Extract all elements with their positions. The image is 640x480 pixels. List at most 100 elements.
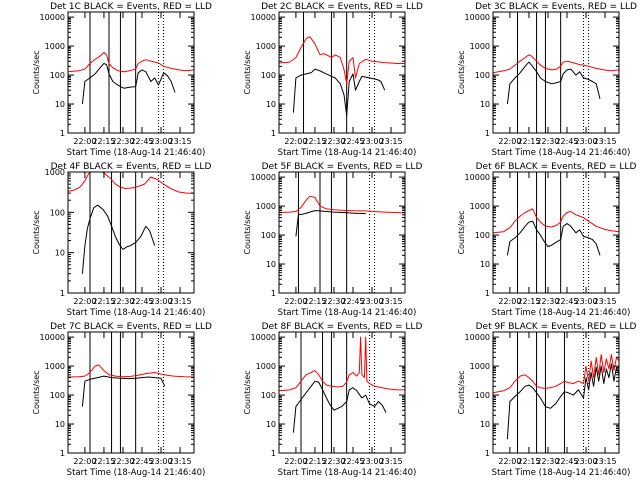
xtick-label: 23:15 (380, 137, 403, 146)
xtick-label: 23:00 (360, 297, 383, 306)
panel-title: Det 6F BLACK = Events, RED = LLD (476, 162, 637, 172)
series-line-events (81, 204, 156, 274)
xtick-label: 22:15 (92, 297, 115, 306)
xtick-label: 23:00 (149, 297, 172, 306)
panel-det-1: Det 1C BLACK = Events, RED = LLD 1 10 100 10… (32, 2, 212, 158)
ytick-label: 1 (60, 289, 65, 298)
plot-frame (278, 331, 406, 454)
xtick-label: 22:45 (341, 297, 364, 306)
ytick-label: 100 (261, 71, 276, 80)
xtick-label: 22:30 (322, 137, 345, 146)
xtick-label: 22:15 (92, 457, 115, 466)
series-line-events (81, 63, 176, 105)
ytick-label: 100 (261, 391, 276, 400)
panel-det-9: Det 9F BLACK = Events, RED = LLD 1 10 100 10… (457, 322, 636, 478)
xtick-label: 22:00 (73, 457, 96, 466)
series-line-events (292, 380, 387, 433)
xtick-label: 22:30 (536, 297, 559, 306)
xtick-label: 22:30 (322, 457, 345, 466)
series-line-events (292, 68, 386, 117)
xtick-label: 22:00 (284, 457, 307, 466)
xtick-label: 22:00 (73, 297, 96, 306)
xtick-label: 22:00 (284, 137, 307, 146)
x-axis-label: Start Time (18-Aug-14 21:46:40) (67, 148, 206, 158)
series-line-lld (278, 36, 405, 85)
series-line-lld (67, 364, 195, 378)
xtick-label: 23:15 (169, 137, 192, 146)
xtick-label: 22:15 (92, 137, 115, 146)
xtick-label: 23:00 (574, 297, 597, 306)
panel-title: Det 9F BLACK = Events, RED = LLD (476, 322, 637, 332)
xtick-label: 22:45 (555, 137, 578, 146)
xtick-label: 23:15 (594, 137, 617, 146)
xtick-label: 22:45 (341, 457, 364, 466)
ytick-label: 1000 (470, 42, 490, 51)
series-line-lld (492, 354, 620, 394)
x-axis-label: Start Time (18-Aug-14 21:46:40) (278, 148, 417, 158)
xtick-label: 22:45 (130, 457, 153, 466)
panel-title: Det 3C BLACK = Events, RED = LLD (475, 2, 637, 12)
plot-frame (67, 171, 195, 294)
plot-frame (492, 11, 620, 134)
xtick-label: 23:15 (594, 457, 617, 466)
ytick-label: 100 (261, 231, 276, 240)
ytick-label: 100 (50, 208, 65, 217)
xtick-label: 22:15 (303, 137, 326, 146)
ytick-label: 10 (55, 249, 65, 258)
series-line-events (506, 61, 601, 105)
y-axis-label: Counts/sec (243, 210, 252, 254)
series-line-events (81, 375, 166, 407)
ytick-label: 1000 (256, 202, 276, 211)
panel-title: Det 4F BLACK = Events, RED = LLD (51, 162, 212, 172)
x-axis-label: Start Time (18-Aug-14 21:46:40) (67, 308, 206, 318)
ytick-label: 10000 (251, 333, 276, 342)
ytick-label: 1000 (45, 168, 65, 177)
xtick-label: 22:30 (111, 297, 134, 306)
xtick-label: 22:45 (130, 297, 153, 306)
xtick-label: 22:15 (303, 457, 326, 466)
xtick-label: 23:15 (169, 297, 192, 306)
ytick-label: 1 (271, 449, 276, 458)
ytick-label: 10 (55, 420, 65, 429)
y-axis-label: Counts/sec (243, 50, 252, 94)
xtick-label: 22:45 (555, 297, 578, 306)
plot-frame (492, 171, 620, 294)
xtick-label: 22:15 (303, 297, 326, 306)
xtick-label: 23:00 (360, 137, 383, 146)
xtick-label: 23:00 (574, 457, 597, 466)
ytick-label: 10000 (40, 333, 65, 342)
x-axis-label: Start Time (18-Aug-14 21:46:40) (67, 468, 206, 478)
xtick-label: 23:00 (149, 457, 172, 466)
series-line-lld (67, 171, 194, 194)
ytick-label: 10 (266, 260, 276, 269)
panel-det-8: Det 8F BLACK = Events, RED = LLD 1 10 100 10… (243, 322, 422, 478)
ytick-label: 1000 (256, 362, 276, 371)
series-line-events (295, 210, 366, 237)
panel-title: Det 2C BLACK = Events, RED = LLD (261, 2, 423, 12)
ytick-label: 1 (271, 289, 276, 298)
panel-det-7: Det 7C BLACK = Events, RED = LLD 1 10 100 10… (32, 322, 212, 478)
ytick-label: 10000 (465, 173, 490, 182)
plot-frame (278, 171, 406, 294)
xtick-label: 23:15 (380, 297, 403, 306)
plot-frame (67, 331, 195, 454)
ytick-label: 100 (50, 391, 65, 400)
xtick-label: 23:15 (594, 297, 617, 306)
x-axis-label: Start Time (18-Aug-14 21:46:40) (492, 148, 631, 158)
ytick-label: 10 (480, 260, 490, 269)
xtick-label: 22:15 (517, 457, 540, 466)
ytick-label: 100 (475, 391, 490, 400)
xtick-label: 22:30 (111, 137, 134, 146)
ytick-label: 1000 (470, 362, 490, 371)
y-axis-label: Counts/sec (457, 370, 466, 414)
x-axis-label: Start Time (18-Aug-14 21:46:40) (278, 468, 417, 478)
ytick-label: 10 (480, 420, 490, 429)
xtick-label: 22:45 (130, 137, 153, 146)
series-line-lld (67, 52, 195, 73)
ytick-label: 10000 (465, 333, 490, 342)
xtick-label: 22:15 (517, 297, 540, 306)
xtick-label: 23:00 (149, 137, 172, 146)
ytick-label: 1000 (470, 202, 490, 211)
xtick-label: 22:00 (498, 457, 521, 466)
